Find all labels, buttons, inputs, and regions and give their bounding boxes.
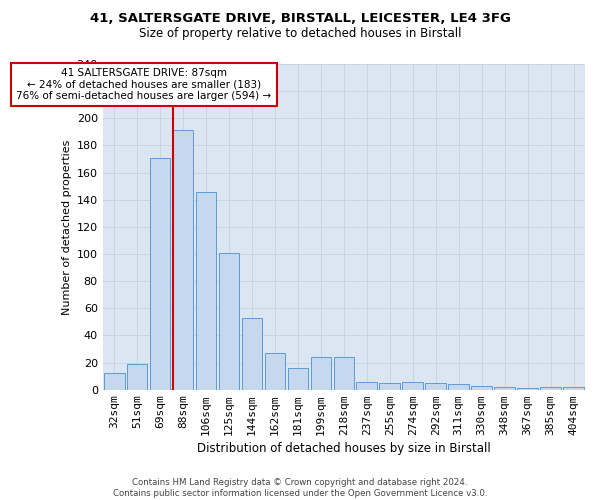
Bar xyxy=(287,368,308,390)
Bar xyxy=(379,383,400,390)
Bar xyxy=(104,374,125,390)
Bar xyxy=(334,357,354,390)
Bar xyxy=(472,386,492,390)
Bar xyxy=(242,318,262,390)
Bar xyxy=(494,387,515,390)
Bar xyxy=(356,382,377,390)
Bar xyxy=(173,130,193,390)
Bar xyxy=(218,252,239,390)
Bar xyxy=(150,158,170,390)
Text: 41 SALTERSGATE DRIVE: 87sqm
← 24% of detached houses are smaller (183)
76% of se: 41 SALTERSGATE DRIVE: 87sqm ← 24% of det… xyxy=(16,68,272,102)
Bar xyxy=(403,382,423,390)
Bar xyxy=(311,357,331,390)
Text: Contains HM Land Registry data © Crown copyright and database right 2024.
Contai: Contains HM Land Registry data © Crown c… xyxy=(113,478,487,498)
Text: Size of property relative to detached houses in Birstall: Size of property relative to detached ho… xyxy=(139,28,461,40)
Bar xyxy=(448,384,469,390)
Bar xyxy=(540,387,561,390)
Bar xyxy=(517,388,538,390)
Text: 41, SALTERSGATE DRIVE, BIRSTALL, LEICESTER, LE4 3FG: 41, SALTERSGATE DRIVE, BIRSTALL, LEICEST… xyxy=(89,12,511,26)
Bar xyxy=(425,383,446,390)
Bar xyxy=(563,387,584,390)
X-axis label: Distribution of detached houses by size in Birstall: Distribution of detached houses by size … xyxy=(197,442,491,455)
Bar xyxy=(196,192,217,390)
Bar xyxy=(127,364,148,390)
Bar xyxy=(265,353,285,390)
Y-axis label: Number of detached properties: Number of detached properties xyxy=(62,139,73,314)
